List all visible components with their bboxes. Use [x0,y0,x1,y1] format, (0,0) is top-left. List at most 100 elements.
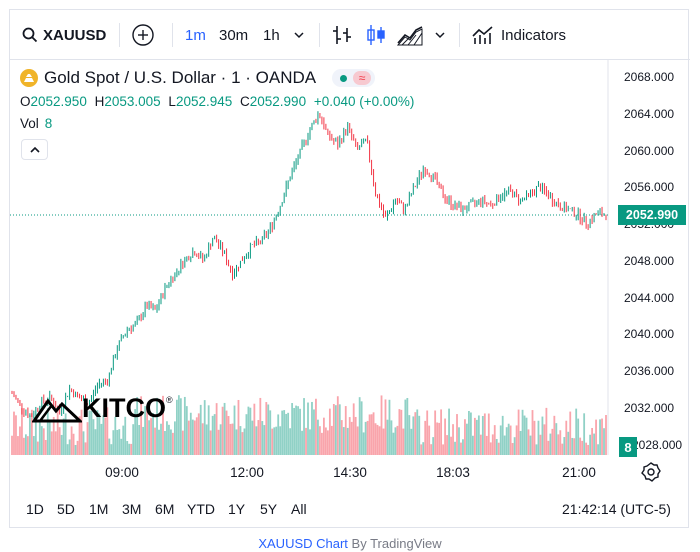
volume-bar [26,436,29,455]
volume-bar [253,403,256,455]
range-1d-button[interactable]: 1D [26,501,44,517]
interval-1m-button[interactable]: 1m [185,10,206,60]
price-tick: 2068.000 [624,70,675,84]
volume-bar [303,398,305,455]
volume-bar [358,397,361,455]
candle-style-icon [367,25,385,45]
volume-bar [138,425,141,455]
volume-bar [154,427,156,455]
chevron-up-icon [29,146,40,153]
close-key: C [240,94,250,109]
area-style-button[interactable] [396,10,424,60]
volume-bar [446,435,448,455]
volume-bar [281,410,284,455]
volume-bar [587,444,590,455]
volume-bar [322,417,325,455]
range-1m-button[interactable]: 1M [89,501,109,517]
volume-bar [269,410,272,455]
price-tick: 2032.000 [624,401,675,415]
by-tradingview[interactable]: By TradingView [351,536,442,551]
volume-bar [227,415,230,455]
symbol-search-button[interactable]: XAUUSD [22,10,106,60]
volume-legend[interactable]: Vol 8 [20,116,52,131]
range-1y-button[interactable]: 1Y [228,501,246,517]
price-tick: 2036.000 [624,364,675,378]
price-chart[interactable] [10,60,690,455]
volume-bar [605,415,607,455]
volume-bar [406,397,409,455]
indicators-button[interactable]: Indicators [471,10,566,60]
symbol-legend[interactable]: Gold Spot / U.S. Dollar · 1 · OANDA ≈ [20,68,376,88]
volume-bar [539,434,542,455]
timezone-clock[interactable]: 21:42:14 (UTC-5) [562,501,671,517]
range-6m-button[interactable]: 6M [155,501,175,517]
volume-bar [400,409,403,455]
volume-bar [368,414,371,455]
volume-bar [168,424,170,455]
volume-bar [19,426,21,455]
price-tick: 2048.000 [624,254,675,268]
volume-bar [531,410,534,455]
volume-bar [571,437,574,455]
volume-bar [235,429,238,455]
volume-bar [497,442,500,455]
volume-bar [422,442,425,455]
volume-bar [408,415,411,455]
volume-bar [142,426,145,455]
collapse-legend-button[interactable] [21,139,48,160]
volume-bar [432,437,435,455]
volume-bar [315,398,317,455]
volume-bar [589,434,592,455]
chart-link[interactable]: XAUUSD Chart [258,536,348,551]
market-status-pill[interactable]: ≈ [332,69,376,87]
volume-bar [172,432,174,455]
volume-bar [116,429,119,455]
range-5y-button[interactable]: 5Y [260,501,278,517]
chart-style-dropdown-button[interactable] [434,10,446,60]
range-all-button[interactable]: All [291,501,307,517]
interval-dropdown-button[interactable] [293,10,305,60]
volume-bar [603,428,605,455]
volume-bar [471,435,474,455]
volume-bar [424,420,427,455]
candle-style-button[interactable] [365,10,387,60]
compare-button[interactable] [131,10,155,60]
chart-settings-button[interactable] [641,462,661,487]
volume-bar [523,415,526,455]
volume-bar [108,438,111,455]
volume-bar [519,430,522,455]
volume-bar [259,397,262,455]
range-5d-button[interactable]: 5D [57,501,75,517]
interval-30m-button[interactable]: 30m [219,10,248,60]
volume-bar [501,415,504,455]
volume-bar [563,437,566,455]
bar-style-button[interactable] [331,10,353,60]
volume-bar [38,420,41,455]
volume-bar [52,416,55,455]
volume-bar [376,424,379,455]
volume-bar [164,431,166,455]
volume-bar [146,406,148,455]
volume-bar [267,404,270,455]
volume-bar [583,413,586,455]
volume-bar [247,406,250,455]
volume-bar [13,411,15,455]
change-value: +0.040 (+0.00%) [313,94,415,109]
volume-bar [380,395,383,455]
interval-1h-button[interactable]: 1h [263,10,280,60]
volume-bar [191,419,194,455]
volume-bar [396,425,399,455]
volume-bar [301,430,303,455]
volume-bar [533,420,536,455]
range-3m-button[interactable]: 3M [122,501,142,517]
range-ytd-button[interactable]: YTD [187,501,215,517]
volume-bar [585,442,588,455]
volume-bar [100,423,103,455]
volume-bar [503,435,506,455]
volume-bar [241,432,244,455]
volume-bar [565,420,568,455]
volume-bar [120,438,123,455]
toolbar-divider [119,23,120,47]
volume-bar [152,412,154,455]
low-key: L [168,94,176,109]
